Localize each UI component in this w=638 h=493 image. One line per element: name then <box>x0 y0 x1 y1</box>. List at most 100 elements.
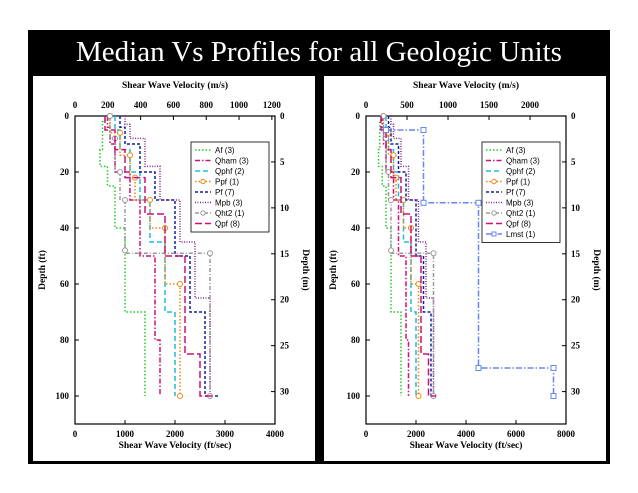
c1-right-axis-title: Depth (m) <box>591 249 602 290</box>
c1-top-tick-label: 500 <box>400 100 414 110</box>
c1-series-7 <box>380 116 436 397</box>
chart-left-svg: Shear Wave Velocity (m/s)0 200 400 600 800 10… <box>37 80 311 451</box>
c1-series-marker-6 <box>388 247 394 254</box>
c1-series-marker-3 <box>390 152 397 159</box>
c0-series-marker-6 <box>122 247 128 254</box>
c0-top-tick-label: 800 <box>199 100 213 110</box>
c0-right-tick-label: 0 <box>280 111 285 121</box>
c1-left-tick-label: 20 <box>351 167 361 177</box>
c0-right-axis-title: Depth (m) <box>300 249 311 290</box>
c1-top-tick-label: 0 <box>364 100 369 110</box>
c1-right-tick-label: 0 <box>571 111 576 121</box>
c0-series-marker-3 <box>127 152 133 159</box>
c0-legend-label-7: Qpf (8) <box>215 220 240 229</box>
c1-right-tick-label: 10 <box>571 203 581 213</box>
c0-series-marker-3 <box>117 129 123 136</box>
c1-bottom-tick-label: 6000 <box>507 429 526 439</box>
c0-top-axis-title: Shear Wave Velocity (m/s) <box>122 80 228 91</box>
slide-title: Median Vs Profiles for all Geologic Unit… <box>76 36 562 68</box>
c1-legend-label-8: Lmst (1) <box>506 230 536 239</box>
c0-left-tick-label: 100 <box>56 391 70 401</box>
c1-legend-label-6: Qht2 (1) <box>506 209 536 218</box>
c1-legend-label-1: Qham (3) <box>506 157 540 166</box>
c1-series-marker-3 <box>415 393 422 399</box>
c0-series-2 <box>114 116 176 396</box>
c1-top-tick-label: 1000 <box>439 100 458 110</box>
c1-bottom-tick-label: 0 <box>364 429 369 439</box>
c1-series-marker-8 <box>550 393 557 399</box>
c1-series-marker-8 <box>475 365 482 371</box>
c1-series-4 <box>387 116 439 397</box>
c1-series-6 <box>380 113 437 399</box>
c1-legend-box <box>481 141 561 243</box>
c1-series-marker-8 <box>420 127 427 133</box>
c1-top-tick-label: 1500 <box>480 100 499 110</box>
c0-legend-box <box>190 141 270 233</box>
c0-right-tick-label: 25 <box>280 341 290 351</box>
c0-series-line-7 <box>104 116 215 397</box>
c1-series-marker-8 <box>420 199 427 206</box>
chart-right: Shear Wave Velocity (m/s) 0 500 1000 1500 200… <box>324 76 606 461</box>
c0-top-tick-label: 400 <box>134 100 148 110</box>
c1-legend-label-4: Pf (7) <box>506 188 526 197</box>
c0-series-line-1 <box>106 116 161 396</box>
c1-series-marker-8 <box>550 365 557 371</box>
c1-right-tick-label: 25 <box>571 341 581 351</box>
c1-left-tick-label: 0 <box>356 111 361 121</box>
c0-series-marker-6 <box>207 250 213 257</box>
c1-series-line-7 <box>380 116 436 397</box>
c0-top-tick-label: 1000 <box>230 100 249 110</box>
c0-legend-label-6: Qht2 (1) <box>215 209 245 218</box>
c1-legend-label-0: Af (3) <box>506 146 526 155</box>
c0-bottom-tick-label: 2000 <box>166 429 185 439</box>
c0-left-tick-label: 0 <box>65 111 70 121</box>
c0-series-marker-6 <box>122 197 128 203</box>
c1-series-marker-6 <box>388 197 394 203</box>
c0-right-tick-label: 30 <box>280 387 290 397</box>
c1-left-tick-label: 40 <box>351 223 361 233</box>
c0-series-0 <box>99 116 146 396</box>
c0-series-line-6 <box>109 116 211 396</box>
c0-left-tick-label: 40 <box>60 223 70 233</box>
c0-series-7 <box>104 116 215 397</box>
c0-top-tick-label: 200 <box>101 100 115 110</box>
c1-series-line-5 <box>390 116 435 396</box>
c0-right-tick-label: 5 <box>280 157 285 167</box>
c1-left-axis-title: Depth (ft) <box>328 250 339 290</box>
c0-series-marker-6 <box>117 169 123 175</box>
c0-legend-label-3: Ppf (1) <box>215 178 239 187</box>
c0-legend-label-2: Qphf (2) <box>215 167 245 176</box>
c1-series-line-0 <box>377 116 402 396</box>
c1-right-tick-label: 30 <box>571 387 581 397</box>
c0-legend-marker-3 <box>200 178 206 185</box>
c0-right-tick-label: 10 <box>280 203 290 213</box>
c1-bottom-tick-label: 2000 <box>407 429 426 439</box>
c0-right-tick-label: 20 <box>280 295 290 305</box>
c0-series-1 <box>106 116 161 396</box>
c0-series-marker-3 <box>147 197 153 203</box>
c1-series-marker-8 <box>475 199 482 206</box>
c0-legend-label-5: Mpb (3) <box>215 199 243 208</box>
chart-left: Shear Wave Velocity (m/s) 0 200 400 600 800 10… <box>33 76 315 461</box>
c1-right-tick-label: 5 <box>571 157 576 167</box>
c1-top-tick-label: 2000 <box>521 100 540 110</box>
c0-bottom-tick-label: 4000 <box>266 429 285 439</box>
c1-left-tick-label: 100 <box>347 391 361 401</box>
c1-left-tick-label: 80 <box>351 335 361 345</box>
c0-series-line-5 <box>124 116 211 396</box>
c0-right-tick-label: 15 <box>280 249 290 259</box>
c1-bottom-axis-title: Shear Wave Velocity (ft/sec) <box>410 440 523 451</box>
c0-left-tick-label: 80 <box>60 335 70 345</box>
c0-left-axis-title: Depth (ft) <box>37 250 48 290</box>
c0-series-line-0 <box>99 116 146 396</box>
c0-top-tick-label: 1200 <box>263 100 282 110</box>
c1-legend-marker-3 <box>491 178 497 185</box>
c1-legend-marker-6 <box>491 210 497 216</box>
c0-series-line-4 <box>119 116 220 397</box>
c0-series-line-2 <box>114 116 176 396</box>
c1-series-line-3 <box>382 116 420 396</box>
c0-top-tick-label: 600 <box>167 100 181 110</box>
c1-bottom-tick-label: 4000 <box>457 429 476 439</box>
c0-left-tick-label: 20 <box>60 167 70 177</box>
